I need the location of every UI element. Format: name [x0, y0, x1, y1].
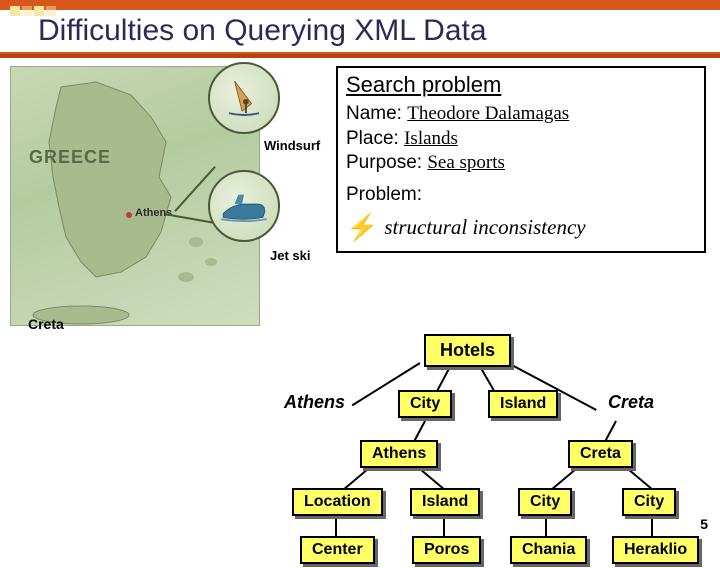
search-problem-box: Search problem Name: Theodore Dalamagas … — [336, 66, 706, 253]
creta-label: Creta — [28, 316, 64, 332]
node-city-2: City — [518, 488, 572, 516]
node-city-1: City — [398, 390, 452, 418]
header-decor-squares — [10, 6, 56, 16]
node-city-3: City — [622, 488, 676, 516]
node-chania: Chania — [510, 536, 587, 564]
node-creta-1: Creta — [608, 392, 654, 413]
name-val: Theodore Dalamagas — [407, 103, 569, 124]
problem-label: Problem: — [346, 184, 696, 206]
inconsistency-text: structural inconsistency — [384, 215, 585, 240]
search-place-row: Place: Islands — [346, 127, 696, 152]
node-creta-2: Creta — [568, 440, 633, 468]
lightning-icon: ⚡ — [346, 212, 378, 243]
hotels-tree: Hotels Athens City Island Creta Athens C… — [220, 338, 710, 568]
node-athens-1: Athens — [284, 392, 345, 413]
inconsistency-row: ⚡ structural inconsistency — [346, 212, 696, 243]
jetski-icon — [208, 170, 280, 242]
slide-title: Difficulties on Querying XML Data — [0, 10, 720, 52]
athens-marker-icon — [126, 212, 132, 218]
purpose-val: Sea sports — [427, 152, 505, 173]
page-number: 5 — [700, 516, 708, 532]
jetski-label: Jet ski — [270, 248, 310, 263]
node-island-2: Island — [410, 488, 480, 516]
node-heraklio: Heraklio — [612, 536, 699, 564]
windsurf-icon — [208, 62, 280, 134]
slide-header: Difficulties on Querying XML Data — [0, 0, 720, 58]
search-purpose-row: Purpose: Sea sports — [346, 151, 696, 176]
node-center: Center — [300, 536, 375, 564]
node-hotels: Hotels — [424, 334, 511, 367]
greece-label: GREECE — [29, 147, 111, 168]
search-heading: Search problem — [346, 72, 696, 98]
slide-content: GREECE Athens Creta Windsurf Jet ski Sea… — [0, 58, 720, 538]
node-location: Location — [292, 488, 383, 516]
windsurf-label: Windsurf — [264, 138, 320, 153]
search-name-row: Name: Theodore Dalamagas — [346, 102, 696, 127]
name-key: Name: — [346, 103, 407, 124]
purpose-key: Purpose: — [346, 152, 427, 173]
node-poros: Poros — [412, 536, 481, 564]
place-key: Place: — [346, 128, 404, 149]
node-island-1: Island — [488, 390, 558, 418]
node-athens-2: Athens — [360, 440, 438, 468]
place-val: Islands — [404, 128, 458, 149]
